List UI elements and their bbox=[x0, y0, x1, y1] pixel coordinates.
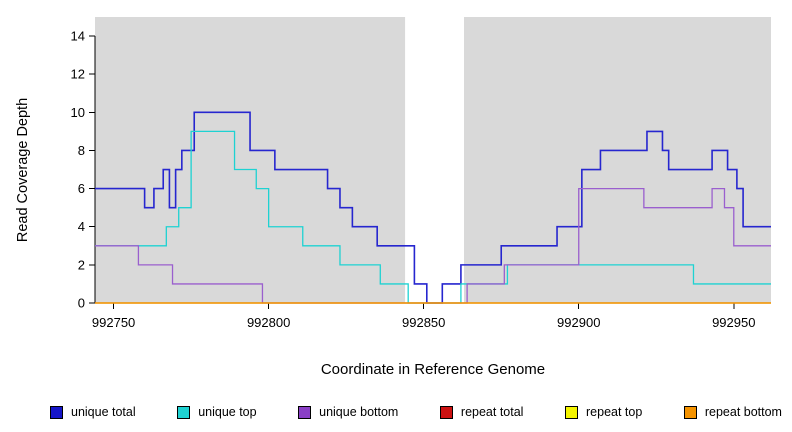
legend-swatch-icon bbox=[683, 405, 697, 419]
legend-label: repeat total bbox=[460, 405, 524, 419]
y-tick-label: 10 bbox=[71, 105, 85, 120]
legend: unique total unique top unique bottom repea… bbox=[50, 398, 782, 426]
plot-layers: 0 2 4 6 8 10 12 14 992750 992800 992850 992900 99295… bbox=[71, 17, 771, 330]
series-unique-total bbox=[95, 111, 771, 304]
legend-label: repeat bottom bbox=[704, 405, 782, 419]
y-tick-label: 4 bbox=[78, 219, 85, 234]
legend-swatch-icon bbox=[439, 405, 453, 419]
y-tick-label: 8 bbox=[78, 143, 85, 158]
y-tick-label: 12 bbox=[71, 67, 85, 82]
y-tick-label: 2 bbox=[78, 257, 85, 272]
legend-item-repeat-bottom: repeat bottom bbox=[683, 405, 782, 419]
series-unique-bottom bbox=[95, 187, 771, 304]
x-axis-title: Coordinate in Reference Genome bbox=[321, 361, 545, 378]
legend-item-repeat-top: repeat top bbox=[565, 405, 642, 419]
y-tick-label: 0 bbox=[78, 296, 85, 311]
legend-item-unique-total: unique total bbox=[50, 405, 136, 419]
legend-label: unique top bbox=[198, 405, 257, 419]
legend-label: unique bottom bbox=[319, 405, 399, 419]
y-tick-label: 6 bbox=[78, 181, 85, 196]
y-axis-title: Read Coverage Depth bbox=[15, 98, 31, 242]
plot-svg: 0 2 4 6 8 10 12 14 992750 992800 992850 992900 99295… bbox=[15, 17, 771, 378]
x-tick-label: 992850 bbox=[402, 315, 445, 330]
x-tick-label: 992950 bbox=[712, 315, 755, 330]
legend-swatch-icon bbox=[298, 405, 312, 419]
x-tick-label: 992800 bbox=[247, 315, 290, 330]
x-tick-label: 992750 bbox=[92, 315, 135, 330]
legend-item-repeat-total: repeat total bbox=[439, 405, 524, 419]
legend-item-unique-bottom: unique bottom bbox=[298, 405, 398, 419]
legend-swatch-icon bbox=[50, 405, 63, 419]
y-tick-label: 14 bbox=[71, 29, 85, 44]
legend-swatch-icon bbox=[177, 405, 191, 419]
legend-label: unique total bbox=[71, 405, 136, 419]
legend-label: repeat top bbox=[586, 405, 643, 419]
x-tick-label: 992900 bbox=[557, 315, 600, 330]
legend-item-unique-top: unique top bbox=[177, 405, 257, 419]
legend-swatch-icon bbox=[565, 405, 578, 419]
